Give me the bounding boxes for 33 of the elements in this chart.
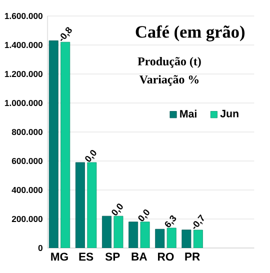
annotation: 0,0 [84, 150, 96, 162]
bar [60, 42, 70, 248]
y-tick-label: 400.000 [12, 186, 42, 194]
x-tick-label: SP [105, 252, 120, 261]
annotation: Variação % [139, 75, 198, 86]
y-tick-label: 0 [38, 244, 42, 252]
y-tick-label: 1.200.000 [4, 70, 42, 78]
legend-label: Mai [180, 110, 196, 118]
annotation: 6,3 [164, 215, 176, 228]
y-tick-label: 1.000.000 [4, 100, 42, 106]
bar [86, 162, 96, 248]
legend-label: Jun [220, 110, 238, 118]
bar [128, 222, 138, 248]
text: Café (em grão) [136, 25, 244, 42]
y-tick-label: 200.000 [12, 216, 42, 222]
bar [102, 216, 112, 248]
y-tick-label: 1.400.000 [4, 42, 42, 48]
x-tick-label: RO [158, 252, 174, 261]
annotation: 0,0 [138, 209, 150, 222]
bar [75, 162, 85, 248]
annotation: 0,0 [111, 204, 123, 216]
text: Produção (t) [138, 56, 201, 68]
annotation: -0,7 [192, 214, 204, 229]
annotation: -0,8 [60, 27, 72, 42]
bar [181, 230, 191, 248]
x-tick-label: ES [79, 252, 93, 261]
x-tick-label: MG [50, 252, 68, 261]
bar [48, 40, 58, 248]
y-tick-label: 800.000 [12, 128, 42, 136]
y-tick-label: 600.000 [12, 158, 42, 164]
y-tick-label: 1.600.000 [4, 12, 42, 20]
x-tick-label: PR [184, 252, 200, 260]
x-tick-label: BA [132, 252, 147, 260]
